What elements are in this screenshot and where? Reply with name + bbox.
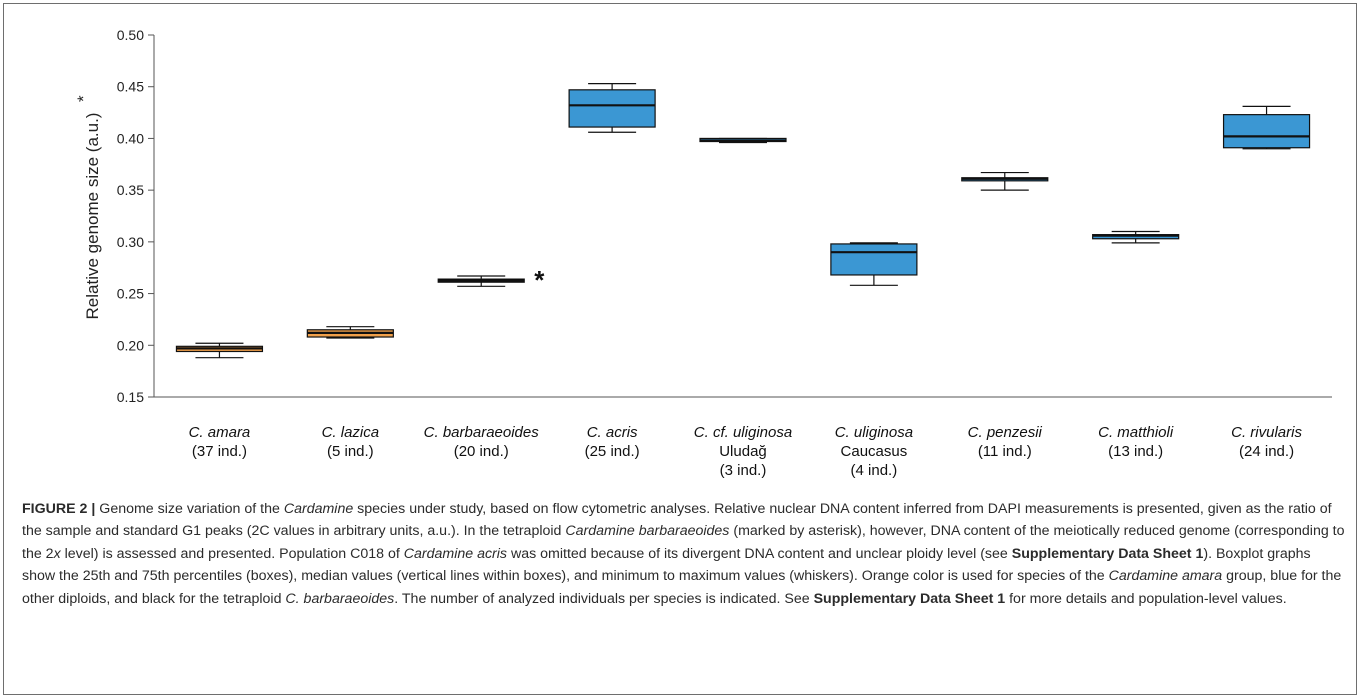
x-category-label: (25 ind.) (585, 443, 640, 460)
y-axis-title-group: Relative genome size (a.u.) * (74, 95, 102, 319)
x-category-label: C. penzesii (968, 424, 1043, 441)
caption-link-supplementary-1: Supplementary Data Sheet 1 (1011, 545, 1204, 562)
box-group: * (437, 265, 545, 295)
boxes: * (175, 83, 1311, 359)
x-category-label: (13 ind.) (1108, 443, 1163, 460)
y-tick-label: 0.40 (117, 130, 144, 146)
figure-caption: FIGURE 2 | Genome size variation of the … (22, 498, 1347, 610)
asterisk-marker: * (534, 265, 545, 295)
box-group (1092, 230, 1180, 244)
y-tick-label: 0.30 (117, 234, 144, 250)
y-tick-label: 0.50 (117, 27, 144, 43)
x-category-label: (37 ind.) (192, 443, 247, 460)
x-category-label: C. rivularis (1231, 424, 1302, 441)
y-axis-title-marker: * (74, 95, 93, 102)
x-category-label: C. matthioli (1098, 424, 1174, 441)
box-iqr (1222, 114, 1311, 149)
caption-text-4: level) is assessed and presented. Popula… (60, 545, 404, 562)
y-tick-label: 0.35 (117, 182, 144, 198)
box-group (568, 83, 656, 133)
y-tick-label: 0.20 (117, 337, 144, 353)
boxplot-chart: Relative genome size (a.u.) * 0.500.450.… (74, 27, 1332, 479)
caption-text-3: (marked by asterisk), however, DNA conte… (22, 523, 1345, 562)
box-group (699, 137, 787, 144)
x-category-label: (24 ind.) (1239, 443, 1294, 460)
box-group (306, 326, 394, 339)
caption-text-9: for more details and population-level va… (1005, 590, 1287, 607)
x-category-label: (11 ind.) (978, 443, 1032, 460)
box-iqr (568, 89, 656, 128)
caption-text-6: ). Boxplot graphs show the 25th and 75th… (22, 545, 1311, 585)
y-tick-label: 0.25 (117, 286, 144, 302)
x-category-label: C. acris (587, 424, 638, 441)
caption-text-8: . The number of analyzed individuals per… (394, 590, 814, 607)
caption-italic-3: x (53, 545, 61, 562)
x-category-label: (3 ind.) (720, 462, 767, 479)
x-category-label: Uludağ (719, 443, 767, 460)
box-group (961, 171, 1049, 191)
caption-text-2: species under study, based on flow cytom… (22, 501, 1332, 540)
caption-text-1: Genome size variation of the (95, 501, 284, 517)
figure-frame (3, 3, 1357, 695)
x-category-label: (20 ind.) (454, 443, 509, 460)
x-category-label: C. amara (189, 424, 251, 441)
x-category-label: Caucasus (841, 443, 908, 460)
x-category-label: C. lazica (322, 424, 380, 441)
y-tick-label: 0.45 (117, 79, 144, 95)
caption-italic-1: Cardamine (283, 501, 354, 517)
caption-text-7: group, blue for the other diploids, and … (22, 568, 1342, 607)
caption-text-5: was omitted because of its divergent DNA… (507, 545, 1012, 562)
x-category-label: C. barbaraeoides (424, 424, 540, 441)
x-category-label: (4 ind.) (851, 462, 898, 479)
x-category-label: (5 ind.) (327, 443, 374, 460)
box-group (175, 342, 264, 359)
x-category-label: C. uliginosa (835, 424, 913, 441)
x-category-labels: C. amara (37 ind.) C. lazica (5 ind.) C. bar… (189, 424, 1303, 479)
y-axis-title: Relative genome size (a.u.) (83, 113, 102, 320)
caption-italic-2: Cardamine barbaraeoides (565, 523, 730, 540)
caption-link-supplementary-2: Supplementary Data Sheet 1 (813, 590, 1006, 607)
box-group (830, 242, 918, 286)
y-tick-label: 0.15 (117, 389, 144, 405)
x-category-label: C. cf. uliginosa (694, 424, 792, 441)
caption-italic-6: Cardamine amara (1108, 568, 1223, 585)
box-group (1222, 105, 1311, 150)
caption-italic-4: Cardamine acris (403, 545, 508, 562)
caption-label: FIGURE 2 | (22, 501, 96, 517)
axes: 0.50 0.45 0.40 0.35 0.30 0.25 0.20 0.15 (117, 27, 1332, 405)
caption-italic-7: C. barbaraeoides (285, 590, 395, 607)
box-iqr (830, 243, 918, 276)
